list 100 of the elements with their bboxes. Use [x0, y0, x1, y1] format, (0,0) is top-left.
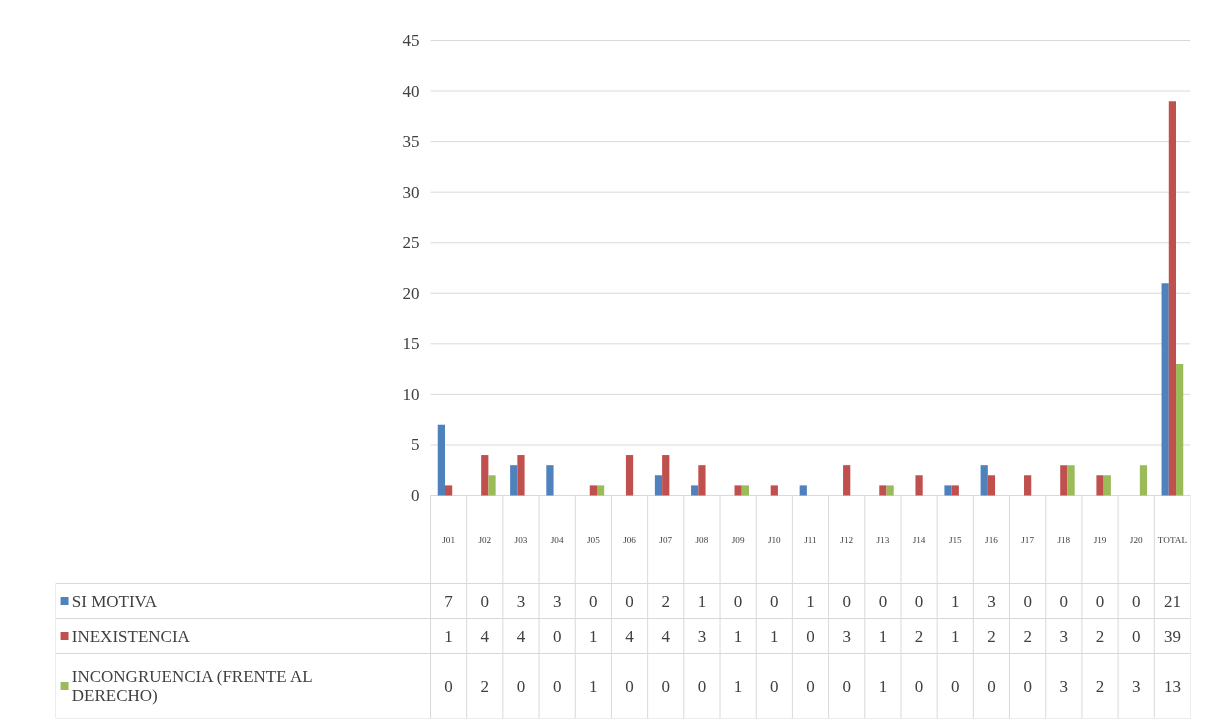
bar	[546, 465, 554, 496]
bar	[1168, 101, 1177, 496]
x-tick-label: J13	[876, 534, 890, 545]
x-tick-label: J12	[840, 534, 854, 545]
data-label: 21	[1163, 591, 1181, 611]
bar	[481, 455, 489, 496]
data-label: 1	[444, 626, 453, 646]
data-label: 0	[987, 676, 996, 696]
legend-label: SI MOTIVA	[71, 591, 158, 611]
data-label: 1	[733, 676, 743, 696]
bar	[589, 485, 597, 496]
y-tick-label: 45	[402, 31, 420, 50]
data-label: 0	[842, 676, 851, 696]
data-label: 13	[1163, 676, 1181, 696]
x-tick-label: J03	[514, 534, 528, 545]
data-label: 2	[480, 676, 490, 696]
data-label: 1	[589, 676, 598, 696]
data-label: 0	[1131, 591, 1141, 611]
data-label: 0	[1059, 591, 1069, 611]
data-label: 2	[1095, 626, 1105, 646]
y-tick-label: 35	[402, 132, 420, 152]
data-label: 2	[1023, 626, 1032, 646]
data-label: 0	[770, 591, 779, 611]
data-label: 3	[516, 591, 526, 611]
data-label: 2	[1095, 676, 1105, 696]
bar	[734, 485, 742, 496]
data-label: 0	[552, 626, 562, 646]
y-tick-label: 0	[411, 486, 420, 505]
bar	[799, 485, 807, 496]
data-label: 3	[1059, 676, 1069, 696]
x-tick-label: J10	[767, 534, 782, 545]
bar	[944, 485, 952, 496]
x-tick-label: J11	[804, 534, 818, 545]
data-label: 0	[480, 591, 490, 611]
legend-label: INEXISTENCIA	[71, 626, 191, 646]
bar	[437, 424, 445, 496]
bar	[596, 485, 605, 496]
bar	[741, 485, 749, 496]
x-tick-label: TOTAL	[1157, 534, 1188, 545]
data-label: 1	[770, 626, 779, 646]
data-label: 0	[661, 676, 670, 696]
data-label: 3	[1059, 626, 1069, 646]
data-label: 1	[589, 626, 598, 646]
bar	[1176, 364, 1184, 496]
bar	[1067, 465, 1075, 496]
data-label: 3	[552, 591, 562, 611]
data-label: 0	[1095, 591, 1105, 611]
data-label: 0	[1023, 591, 1032, 611]
x-tick-label: J20	[1129, 534, 1143, 545]
bar	[625, 455, 634, 496]
data-label: 1	[951, 591, 960, 611]
data-label: 39	[1163, 626, 1181, 646]
bar	[770, 485, 778, 496]
data-label: 0	[589, 591, 598, 611]
data-label: 0	[806, 676, 815, 696]
data-label: 1	[733, 626, 743, 646]
y-tick-label: 5	[411, 435, 420, 455]
data-label: 0	[697, 676, 707, 696]
x-tick-label: J15	[948, 534, 963, 545]
data-label: 0	[914, 591, 924, 611]
data-label: 0	[878, 591, 888, 611]
bar	[951, 485, 959, 496]
y-tick-label: 30	[402, 182, 420, 202]
data-label: 2	[987, 626, 996, 646]
y-tick-label: 20	[402, 283, 420, 303]
data-label: 4	[661, 626, 671, 646]
data-label: 0	[625, 676, 634, 696]
bar	[1103, 475, 1111, 496]
bar	[517, 455, 525, 496]
data-label: 0	[552, 676, 562, 696]
x-tick-label: J06	[623, 534, 637, 545]
bar	[488, 475, 496, 496]
data-label: 4	[516, 626, 526, 646]
data-label: 1	[878, 676, 888, 696]
bar	[1096, 475, 1104, 496]
x-tick-label: J04	[550, 534, 564, 545]
bar	[444, 485, 453, 496]
data-label: 4	[480, 626, 490, 646]
bar	[1161, 283, 1169, 496]
bar	[662, 455, 670, 496]
data-label: 0	[1131, 626, 1141, 646]
data-label: 3	[842, 626, 851, 646]
data-label: 0	[951, 676, 960, 696]
y-tick-label: 25	[402, 233, 420, 253]
y-tick-label: 15	[402, 334, 420, 354]
data-label: 0	[444, 676, 453, 696]
x-tick-label: J18	[1057, 534, 1071, 545]
bar	[980, 465, 988, 496]
x-tick-label: J09	[731, 534, 745, 545]
bar	[698, 465, 706, 496]
x-tick-label: J19	[1093, 534, 1107, 545]
x-tick-label: J02	[478, 534, 492, 545]
bar	[879, 485, 887, 496]
bar	[654, 475, 663, 496]
legend-label: INCONGRUENCIA (FRENTE AL DERECHO)	[71, 667, 313, 705]
data-label: 7	[444, 591, 454, 611]
data-label: 3	[987, 591, 996, 611]
bar	[1024, 475, 1032, 496]
data-label: 0	[1023, 676, 1032, 696]
data-label: 1	[697, 591, 707, 611]
